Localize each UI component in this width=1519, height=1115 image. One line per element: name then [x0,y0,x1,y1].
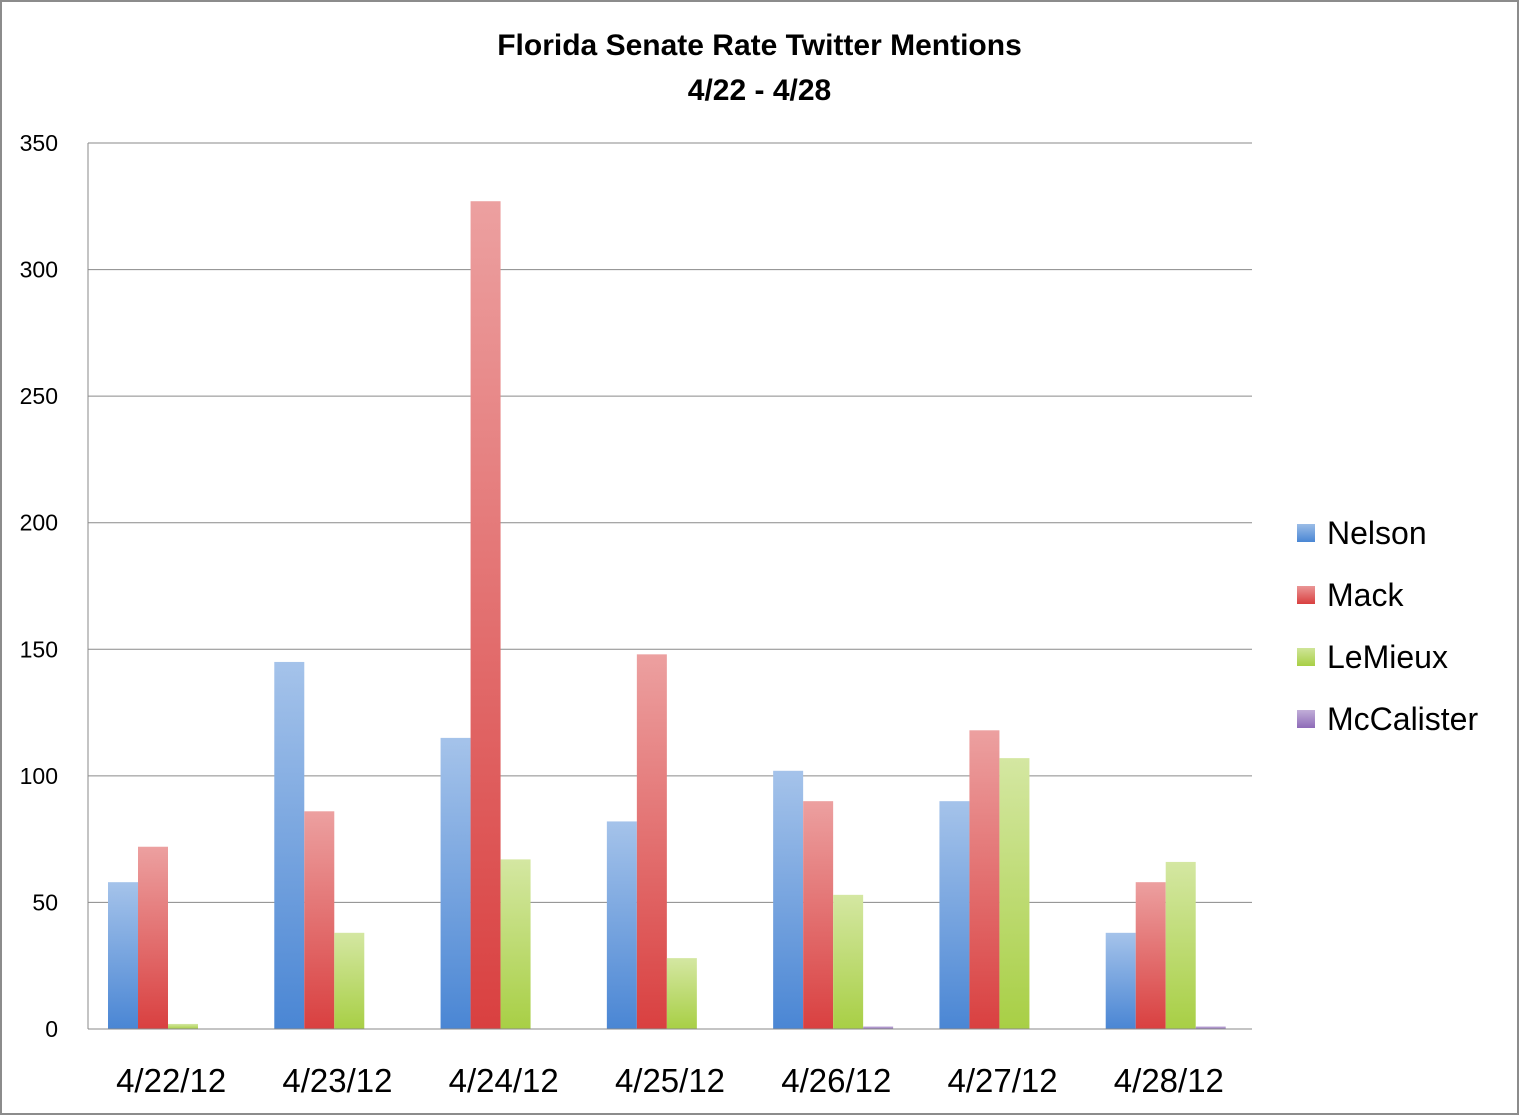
bar-mack-2 [304,811,335,1029]
y-tick-label: 100 [20,763,58,789]
y-tick-label: 50 [32,889,58,915]
x-tick-label: 4/27/12 [948,1062,1058,1099]
bar-nelson-5 [773,770,804,1029]
bar-nelson-7 [1105,932,1136,1029]
x-tick-label: 4/24/12 [449,1062,559,1099]
bar-mack-6 [969,730,1000,1029]
bar-mack-5 [803,801,834,1029]
bar-nelson-3 [440,737,471,1029]
bar-mack-1 [138,846,168,1029]
x-tick-label: 4/23/12 [282,1062,392,1099]
bar-lemieux-5 [833,894,864,1029]
bar-nelson-2 [274,661,305,1029]
legend-item-nelson: Nelson [1297,502,1478,564]
y-tick-label: 350 [20,130,58,156]
legend-item-mccalister: McCalister [1297,688,1478,750]
bar-nelson-6 [939,801,970,1029]
legend-label: McCalister [1327,700,1479,737]
bar-mack-3 [470,201,501,1030]
x-tick-label: 4/26/12 [781,1062,891,1099]
legend-label: LeMieux [1327,638,1448,675]
legend-swatch [1297,710,1315,728]
x-tick-label: 4/25/12 [615,1062,725,1099]
legend-item-mack: Mack [1297,564,1478,626]
bar-mack-7 [1135,882,1166,1029]
bar-lemieux-2 [334,932,365,1029]
bar-lemieux-7 [1165,861,1196,1029]
y-tick-label: 150 [20,636,58,662]
chart-subtitle: 4/22 - 4/28 [687,74,832,107]
legend-swatch [1297,586,1315,604]
bar-mack-4 [636,654,667,1029]
legend-label: Nelson [1327,514,1427,551]
bar-lemieux-3 [500,859,531,1029]
y-tick-label: 200 [20,510,58,536]
legend-label: Mack [1327,576,1404,613]
chart-title: Florida Senate Rate Twitter Mentions [497,29,1022,62]
bar-lemieux-6 [999,758,1030,1029]
legend-item-lemieux: LeMieux [1297,626,1478,688]
legend-swatch [1297,648,1315,666]
bar-lemieux-4 [666,958,697,1029]
legend-swatch [1297,524,1315,542]
y-tick-label: 0 [45,1016,58,1042]
bar-mccalister-5 [863,1026,894,1029]
bar-mccalister-7 [1195,1026,1226,1029]
x-tick-label: 4/22/12 [116,1062,226,1099]
legend: Nelson Mack LeMieux McCalister [1297,502,1478,750]
y-tick-label: 250 [20,383,58,409]
x-tick-label: 4/28/12 [1114,1062,1224,1099]
bar-nelson-4 [606,821,637,1029]
bar-lemieux-1 [168,1023,198,1029]
bar-nelson-1 [108,882,138,1029]
y-tick-label: 300 [20,257,58,283]
